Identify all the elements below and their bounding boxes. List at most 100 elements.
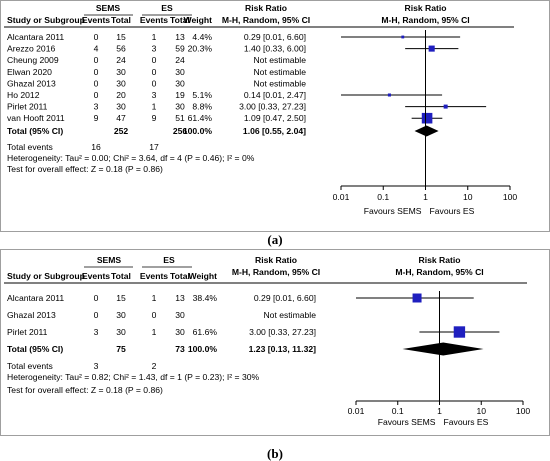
total1-column-header: Total [111, 15, 131, 25]
total2-cell: 59 [175, 44, 185, 54]
risk-ratio-cell: Not estimable [253, 78, 306, 88]
total-events-label: Total events [7, 142, 53, 152]
panel-caption: (a) [267, 232, 282, 247]
effect-table-header: Risk Ratio [245, 3, 287, 13]
total-label: Total (95% CI) [7, 126, 63, 136]
group2-header: ES [161, 3, 173, 13]
events1-cell: 0 [94, 78, 99, 88]
total1-cell: 30 [116, 67, 126, 77]
risk-ratio-cell: Not estimable [253, 55, 306, 65]
risk-ratio-cell: Not estimable [263, 310, 316, 320]
x-tick-label: 10 [463, 192, 473, 202]
total2-cell: 24 [175, 55, 185, 65]
overall-effect-text: Test for overall effect: Z = 0.18 (P = 0… [7, 385, 163, 395]
total1-cell: 30 [116, 310, 126, 320]
total1-cell: 30 [116, 78, 126, 88]
favours-right-label: Favours ES [430, 206, 475, 216]
total1-column-header: Total [111, 271, 131, 281]
panel-caption: (b) [267, 446, 283, 461]
x-tick-label: 100 [503, 192, 518, 202]
group1-header: SEMS [97, 255, 122, 265]
risk-ratio-cell: 1.09 [0.47, 2.50] [244, 113, 306, 123]
study-name: Pirlet 2011 [7, 102, 48, 112]
events2-column-header: Events [140, 15, 168, 25]
group1-header: SEMS [96, 3, 121, 13]
total1-cell: 30 [116, 102, 126, 112]
total2-cell: 19 [175, 90, 185, 100]
events1-cell: 0 [94, 90, 99, 100]
x-tick-label: 10 [476, 406, 486, 416]
study-point-marker [401, 35, 405, 39]
total-weight: 100.0% [183, 126, 213, 136]
events2-cell: 1 [152, 293, 157, 303]
study-name: Ghazal 2013 [7, 310, 56, 320]
effect-plot-header: Risk Ratio [404, 3, 446, 13]
total2-cell: 30 [175, 310, 185, 320]
effect-plot-header: Risk Ratio [418, 255, 460, 265]
x-tick-label: 0.01 [333, 192, 350, 202]
weight-cell: 61.4% [188, 113, 213, 123]
total1-cell: 24 [116, 55, 126, 65]
total-events1: 16 [91, 142, 101, 152]
study-name: Alcantara 2011 [7, 293, 64, 303]
events1-column-header: Events [82, 271, 110, 281]
total1-cell: 15 [116, 293, 126, 303]
events2-cell: 0 [152, 67, 157, 77]
study-column-header: Study or Subgroup [7, 15, 85, 25]
study-point-marker [421, 112, 433, 124]
events1-cell: 0 [94, 32, 99, 42]
x-tick-label: 0.1 [392, 406, 404, 416]
events1-cell: 0 [94, 67, 99, 77]
total2-sum: 256 [173, 126, 188, 136]
total2-cell: 30 [175, 102, 185, 112]
study-point-marker [443, 104, 448, 109]
total2-cell: 30 [175, 67, 185, 77]
study-point-marker [428, 45, 435, 52]
study-name: Elwan 2020 [7, 67, 52, 77]
weight-cell: 5.1% [192, 90, 212, 100]
study-column-header: Study or Subgroup [7, 271, 85, 281]
events2-cell: 0 [152, 55, 157, 65]
total-risk-ratio: 1.23 [0.13, 11.32] [249, 344, 317, 354]
study-name: Ghazal 2013 [7, 78, 56, 88]
events2-cell: 0 [152, 78, 157, 88]
total-events-label: Total events [7, 361, 53, 371]
total2-column-header: Total [170, 271, 190, 281]
favours-left-label: Favours SEMS [364, 206, 422, 216]
total2-cell: 30 [175, 327, 185, 337]
risk-ratio-cell: 3.00 [0.33, 27.23] [249, 327, 316, 337]
total-events2: 17 [149, 142, 159, 152]
heterogeneity-text: Heterogeneity: Tau² = 0.82; Chi² = 1.43,… [7, 372, 260, 382]
weight-cell: 20.3% [188, 44, 213, 54]
total1-cell: 30 [116, 327, 126, 337]
study-name: Alcantara 2011 [7, 32, 64, 42]
total-label: Total (95% CI) [7, 344, 63, 354]
events1-cell: 4 [94, 44, 99, 54]
weight-column-header: Weight [189, 271, 218, 281]
events2-cell: 9 [152, 113, 157, 123]
heterogeneity-text: Heterogeneity: Tau² = 0.00; Chi² = 3.64,… [7, 153, 255, 163]
x-tick-label: 1 [437, 406, 442, 416]
study-name: Arezzo 2016 [7, 44, 55, 54]
total2-cell: 30 [175, 78, 185, 88]
events2-cell: 3 [152, 44, 157, 54]
total1-cell: 20 [116, 90, 126, 100]
risk-ratio-cell: 0.14 [0.01, 2.47] [244, 90, 306, 100]
total1-cell: 56 [116, 44, 126, 54]
total2-column-header: Total [170, 15, 190, 25]
events2-cell: 1 [152, 102, 157, 112]
events2-cell: 3 [152, 90, 157, 100]
study-point-marker [412, 293, 422, 303]
pooled-estimate-diamond [402, 342, 484, 356]
risk-ratio-cell: 0.29 [0.01, 6.60] [244, 32, 306, 42]
x-tick-label: 0.01 [348, 406, 365, 416]
effect-plot-method-header: M-H, Random, 95% CI [395, 267, 483, 277]
x-tick-label: 1 [423, 192, 428, 202]
effect-plot-method-header: M-H, Random, 95% CI [381, 15, 469, 25]
x-tick-label: 0.1 [377, 192, 389, 202]
weight-cell: 8.8% [192, 102, 212, 112]
effect-table-header: Risk Ratio [255, 255, 297, 265]
total1-sum: 75 [116, 344, 126, 354]
